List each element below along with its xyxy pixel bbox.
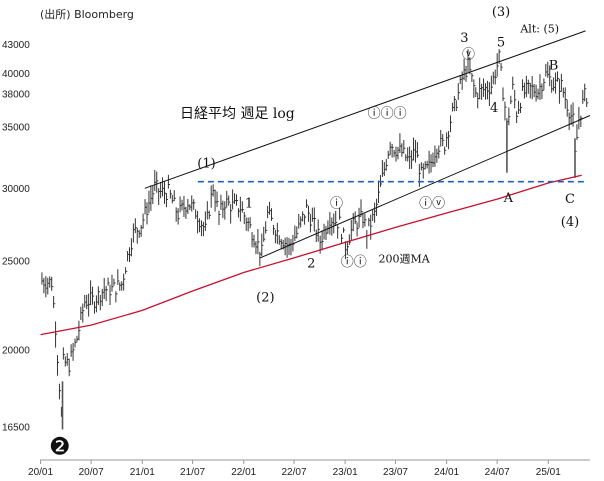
wave-label: (3) <box>492 5 510 20</box>
channel-line <box>259 115 591 259</box>
x-tick-label: 23/01 <box>333 467 358 478</box>
wave-label: 200週MA <box>378 253 430 266</box>
y-axis-ticks: 16500 20000 25000 30000 35000 38000 40000 43000 <box>2 40 30 433</box>
wave-label: ⓘⓘ <box>341 255 367 270</box>
wave-label: (1) <box>197 157 215 172</box>
x-tick-label: 21/07 <box>180 467 205 478</box>
wave-label: 2 <box>307 257 315 272</box>
y-tick-label: 43000 <box>2 40 30 51</box>
x-axis-ticks: 20/01 20/07 21/01 21/07 22/01 22/07 23/01 23/07… <box>28 460 561 478</box>
y-tick-label: 35000 <box>2 122 30 133</box>
wave-label: 3 <box>460 31 468 46</box>
wave-label: (2) <box>256 290 274 305</box>
wave-label: C <box>565 192 575 207</box>
y-tick-label: 25000 <box>2 257 30 268</box>
ma200-line <box>40 174 582 336</box>
wave-label: B <box>549 58 559 73</box>
wave-label: ⓥ <box>462 48 475 63</box>
x-tick-label: 24/07 <box>485 467 510 478</box>
x-tick-label: 22/01 <box>231 467 256 478</box>
wave-label: ❷ <box>49 433 71 461</box>
x-tick-label: 25/01 <box>536 467 561 478</box>
x-tick-label: 23/07 <box>383 467 408 478</box>
x-tick-label: 20/07 <box>79 467 104 478</box>
y-tick-label: 30000 <box>2 184 30 195</box>
y-tick-label: 40000 <box>2 69 30 80</box>
x-tick-label: 24/01 <box>434 467 459 478</box>
channel-line <box>144 30 586 189</box>
wave-label: ⓘⓘⓘ <box>368 107 407 122</box>
x-tick-label: 21/01 <box>130 467 155 478</box>
wave-label: 5 <box>497 35 505 50</box>
trend-channel <box>144 30 591 259</box>
y-tick-label: 38000 <box>2 89 30 100</box>
wave-label: ⓘⓥ <box>419 196 445 211</box>
wave-label: (4) <box>561 215 579 230</box>
y-tick-label: 20000 <box>2 346 30 357</box>
wave-label: 1 <box>245 196 253 211</box>
source-label: (出所) Bloomberg <box>40 7 134 21</box>
chart-title: 日経平均 週足 log <box>180 106 295 122</box>
x-tick-label: 20/01 <box>28 467 53 478</box>
wave-label: ⓘ <box>330 196 343 211</box>
y-tick-label: 16500 <box>2 423 30 434</box>
price-bars <box>41 49 589 430</box>
wave-label: 4 <box>490 101 498 116</box>
x-tick-label: 22/07 <box>282 467 307 478</box>
wave-label: A <box>503 191 514 206</box>
wave-label: Alt: (5) <box>519 23 559 36</box>
